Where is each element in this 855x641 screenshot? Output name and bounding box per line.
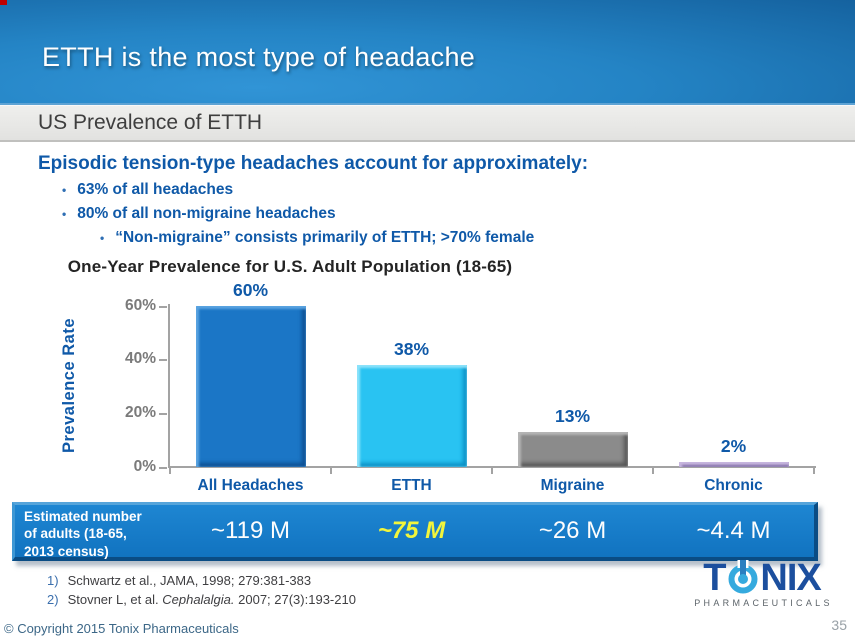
bullet-item: • “Non-migraine” consists primarily of ET… — [100, 229, 855, 253]
logo-letter-t: T — [703, 557, 726, 599]
bullet-item: • 63% of all headaches — [62, 181, 855, 205]
bullet-text: 63% of all headaches — [77, 181, 234, 198]
logo-target-icon — [728, 560, 758, 594]
reference-item: 2) Stovner L, et al. Cephalalgia. 2007; 2… — [47, 592, 356, 611]
body-heading: Episodic tension-type headaches account … — [38, 153, 589, 174]
band-value: ~119 M — [211, 517, 290, 544]
y-tick-mark — [159, 466, 167, 469]
reference-list: 1) Schwartz et al., JAMA, 1998; 279:381-3… — [47, 573, 356, 611]
slide-title: ETTH is the most type of headache — [42, 42, 476, 72]
band-value: ~75 M — [377, 517, 446, 544]
reference-number: 2) — [47, 592, 59, 607]
y-tick-label: 60% — [124, 296, 156, 314]
bar-value-label: 13% — [554, 406, 591, 426]
bar-chart: One-Year Prevalence for U.S. Adult Popul… — [0, 255, 855, 500]
red-corner-mark — [0, 0, 7, 5]
band-values: ~119 M ~75 M ~26 M ~4.4 M — [170, 505, 814, 557]
x-tick-mark — [813, 468, 815, 474]
y-tick-mark — [159, 412, 167, 415]
bar-slot: 38% — [331, 306, 492, 467]
bar — [517, 432, 628, 467]
category-labels: All Headaches ETTH Migraine Chronic — [170, 477, 814, 495]
section-title: US Prevalence of ETTH — [38, 111, 263, 134]
bullet-text: “Non-migraine” consists primarily of ETT… — [115, 229, 535, 246]
bullet-dot-icon: • — [100, 231, 105, 245]
bullet-text: 80% of all non-migraine headaches — [77, 205, 336, 222]
bar-value-label: 38% — [393, 339, 430, 359]
bar-slot: 13% — [492, 306, 653, 467]
y-tick-label: 0% — [133, 457, 156, 475]
logo-letters-nix: NIX — [760, 557, 821, 599]
bar-slot: 60% — [170, 280, 331, 467]
logo-subtext: PHARMACEUTICALS — [694, 598, 833, 608]
logo-wordmark: T NIX — [681, 559, 843, 597]
x-tick-mark — [169, 468, 171, 474]
reference-item: 1) Schwartz et al., JAMA, 1998; 279:381-3… — [47, 573, 356, 592]
tonix-logo: T NIX PHARMACEUTICALS — [681, 559, 843, 608]
y-axis-label: Prevalence Rate — [60, 318, 78, 454]
x-tick-mark — [330, 468, 332, 474]
band-value: ~26 M — [538, 517, 607, 544]
bar — [195, 306, 306, 467]
bar-value-label: 60% — [232, 280, 269, 300]
bullet-dot-icon: • — [62, 183, 67, 197]
y-tick-label: 40% — [124, 350, 156, 368]
plot-area: 60% 38% 13% 2% — [170, 280, 814, 467]
x-tick-mark — [652, 468, 654, 474]
y-tick-label: 20% — [124, 403, 156, 421]
bullet-list: • 63% of all headaches • 80% of all non-mig… — [0, 181, 855, 253]
reference-text: Schwartz et al., JAMA, 1998; 279:381-383 — [67, 573, 312, 588]
band-value: ~4.4 M — [696, 517, 771, 544]
category-label: All Headaches — [197, 477, 304, 494]
x-axis-line — [168, 466, 816, 468]
bar — [678, 462, 789, 467]
bar-value-label: 2% — [720, 436, 747, 456]
y-axis-line — [168, 304, 170, 468]
bar-slot: 2% — [653, 306, 814, 467]
x-tick-mark — [491, 468, 493, 474]
slide-header: ETTH is the most type of headache — [0, 0, 855, 105]
y-tick-mark — [159, 305, 167, 308]
y-tick-mark — [159, 359, 167, 362]
category-label: Migraine — [540, 477, 605, 494]
copyright-text: © Copyright 2015 Tonix Pharmaceuticals — [4, 621, 239, 636]
category-label: Chronic — [704, 477, 763, 494]
band-label: Estimated number of adults (18-65, 2013 … — [24, 509, 142, 559]
bullet-dot-icon: • — [62, 207, 67, 221]
bar — [356, 365, 467, 467]
reference-text: Stovner L, et al. Cephalalgia. 2007; 27(… — [67, 592, 356, 607]
chart-title: One-Year Prevalence for U.S. Adult Popul… — [67, 257, 513, 276]
reference-number: 1) — [47, 573, 59, 588]
bullet-item: • 80% of all non-migraine headaches — [62, 205, 855, 229]
page-number: 35 — [831, 617, 847, 633]
section-bar: US Prevalence of ETTH — [0, 105, 855, 142]
category-label: ETTH — [391, 477, 432, 494]
estimate-band: Estimated number of adults (18-65, 2013 … — [12, 502, 818, 561]
